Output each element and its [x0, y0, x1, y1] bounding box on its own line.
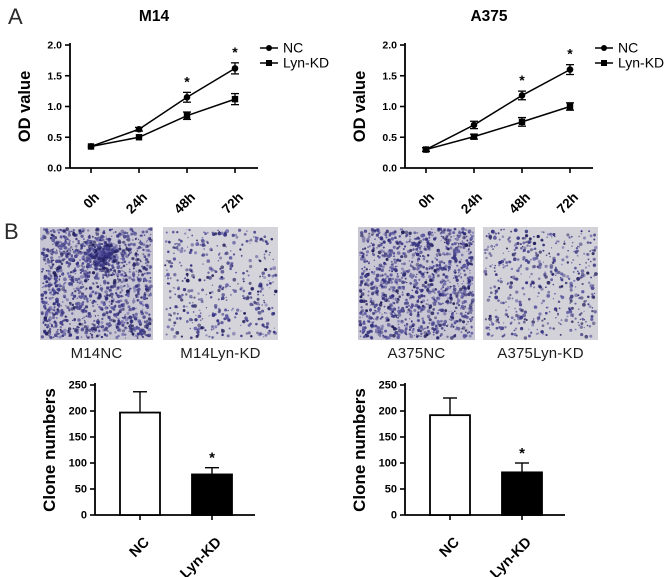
m14-growth-curve-chart: M14 0.0 0.5 1.0 1.5 2.0 0h 24h 48h 72h OD value * * N… — [16, 8, 329, 215]
svg-text:*: * — [184, 73, 190, 89]
svg-text:Clone numbers: Clone numbers — [40, 388, 59, 512]
svg-text:150: 150 — [69, 432, 87, 444]
colony-image-label-m14-nc: M14NC — [70, 345, 123, 362]
svg-text:1.0: 1.0 — [382, 101, 397, 113]
svg-text:Clone numbers: Clone numbers — [350, 388, 369, 512]
m14-clone-numbers-chart: 0 50 100 150 200 250 Clone numbers NC Lyn-KD * — [40, 380, 255, 577]
svg-text:100: 100 — [379, 458, 397, 470]
svg-text:Lyn-KD: Lyn-KD — [487, 535, 534, 577]
svg-text:2.0: 2.0 — [382, 40, 397, 52]
svg-text:50: 50 — [75, 484, 87, 496]
svg-text:NC: NC — [127, 534, 153, 560]
svg-text:*: * — [519, 72, 525, 88]
svg-text:NC: NC — [618, 40, 638, 56]
panel-b-label: B — [4, 219, 19, 244]
svg-text:0.5: 0.5 — [47, 132, 62, 144]
svg-text:72h: 72h — [554, 190, 581, 215]
panel-a-label: A — [8, 4, 23, 29]
svg-text:0: 0 — [391, 510, 397, 522]
colony-image-a375-nc — [358, 227, 475, 340]
svg-text:M14: M14 — [139, 8, 170, 25]
a375-growth-curve-chart: A375 0.0 0.5 1.0 1.5 2.0 0h 24h 48h 72h OD value * *… — [351, 8, 664, 215]
svg-text:Lyn-KD: Lyn-KD — [177, 535, 224, 577]
svg-text:48h: 48h — [171, 190, 198, 215]
svg-text:A375: A375 — [470, 8, 507, 25]
svg-text:1.5: 1.5 — [47, 70, 62, 82]
svg-text:1.0: 1.0 — [47, 101, 62, 113]
svg-text:72h: 72h — [219, 190, 246, 215]
svg-text:2.0: 2.0 — [47, 40, 62, 52]
svg-text:24h: 24h — [123, 190, 150, 215]
a375-clone-numbers-chart: 0 50 100 150 200 250 Clone numbers NC Lyn-KD * — [350, 380, 565, 577]
colony-image-label-m14-lynkd: M14Lyn-KD — [180, 345, 261, 362]
svg-text:0: 0 — [81, 510, 87, 522]
svg-text:*: * — [519, 445, 525, 462]
svg-text:50: 50 — [385, 484, 397, 496]
svg-text:24h: 24h — [458, 190, 485, 215]
svg-text:NC: NC — [437, 534, 463, 560]
svg-text:Lyn-KD: Lyn-KD — [618, 55, 664, 71]
svg-text:0h: 0h — [80, 190, 102, 212]
colony-image-label-a375-nc: A375NC — [387, 345, 446, 362]
svg-text:NC: NC — [283, 40, 303, 56]
svg-text:*: * — [567, 46, 573, 62]
svg-text:0h: 0h — [415, 190, 437, 212]
colony-image-a375-lynkd — [483, 227, 598, 340]
svg-text:OD value: OD value — [16, 71, 34, 143]
colony-image-label-a375-lynkd: A375Lyn-KD — [497, 345, 584, 362]
svg-text:200: 200 — [379, 406, 397, 418]
svg-text:48h: 48h — [506, 190, 533, 215]
svg-text:*: * — [232, 44, 238, 60]
svg-text:150: 150 — [379, 432, 397, 444]
svg-text:OD value: OD value — [351, 71, 369, 143]
svg-text:1.5: 1.5 — [382, 70, 397, 82]
svg-text:250: 250 — [379, 380, 397, 392]
svg-text:250: 250 — [69, 380, 87, 392]
svg-text:100: 100 — [69, 458, 87, 470]
svg-text:0.0: 0.0 — [382, 163, 397, 175]
svg-text:Lyn-KD: Lyn-KD — [283, 55, 329, 71]
svg-text:*: * — [209, 450, 215, 467]
svg-text:0.0: 0.0 — [47, 163, 62, 175]
svg-text:200: 200 — [69, 406, 87, 418]
svg-text:0.5: 0.5 — [382, 132, 397, 144]
colony-image-m14-nc — [40, 227, 153, 340]
colony-image-m14-lynkd — [163, 227, 278, 340]
